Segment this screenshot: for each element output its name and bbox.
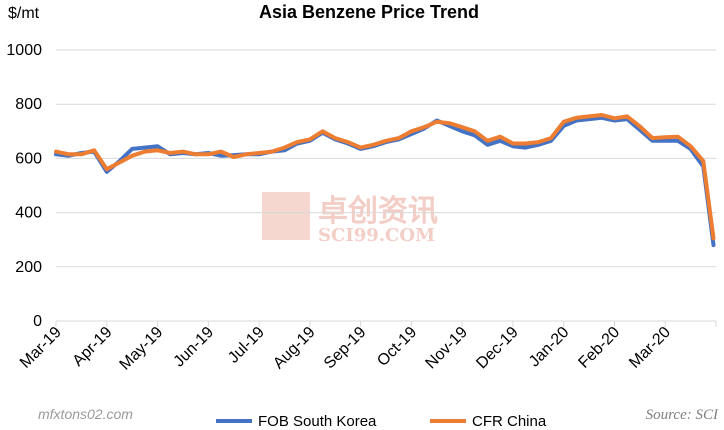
y-tick-label: 600 [15,150,42,167]
watermark: 卓创资讯 SCI99.COM [262,192,438,246]
x-tick-label: May-19 [117,324,167,374]
x-tick-label: Jul-19 [225,324,268,367]
x-axis: Mar-19 Apr-19 May-19 Jun-19 Jul-19 Aug-19 Sep-… [17,320,717,374]
y-tick-label: 400 [15,205,42,222]
x-tick-label: Dec-19 [473,324,522,373]
series-layer [54,113,716,248]
x-tick-label: Feb-20 [575,324,623,372]
x-tick-label: Oct-19 [374,324,420,370]
watermark-en: SCI99.COM [318,225,435,246]
x-tick-label: Mar-20 [626,324,674,372]
y-tick-label: 0 [33,313,42,330]
x-tick-label: Apr-19 [70,324,116,370]
forum-watermark: mfxtons02.com [38,406,133,422]
x-tick-label: Jun-19 [171,324,218,371]
grid [56,49,716,268]
y-tick-label: 1000 [6,42,42,59]
chart-title: Asia Benzene Price Trend [259,2,479,22]
source-note: Source: SCI [646,407,719,423]
x-tick-label: Aug-19 [270,324,319,373]
x-tick-label: Sep-19 [321,324,370,373]
y-tick-label: 200 [15,259,42,276]
y-unit-label: $/mt [8,5,40,22]
legend-label-fob: FOB South Korea [258,413,377,430]
legend: FOB South Korea CFR China [216,413,547,430]
legend-label-cfr: CFR China [472,413,547,430]
x-tick-label: Mar-19 [17,324,65,372]
watermark-logo [262,192,310,240]
x-tick-label: Jan-20 [526,324,573,371]
watermark-cn: 卓创资讯 [318,194,438,229]
y-tick-label: 800 [15,96,42,113]
series-line-cfr-china [54,113,716,241]
y-axis: 0 200 400 600 800 1000 [6,42,42,330]
x-tick-label: Nov-19 [422,324,471,373]
